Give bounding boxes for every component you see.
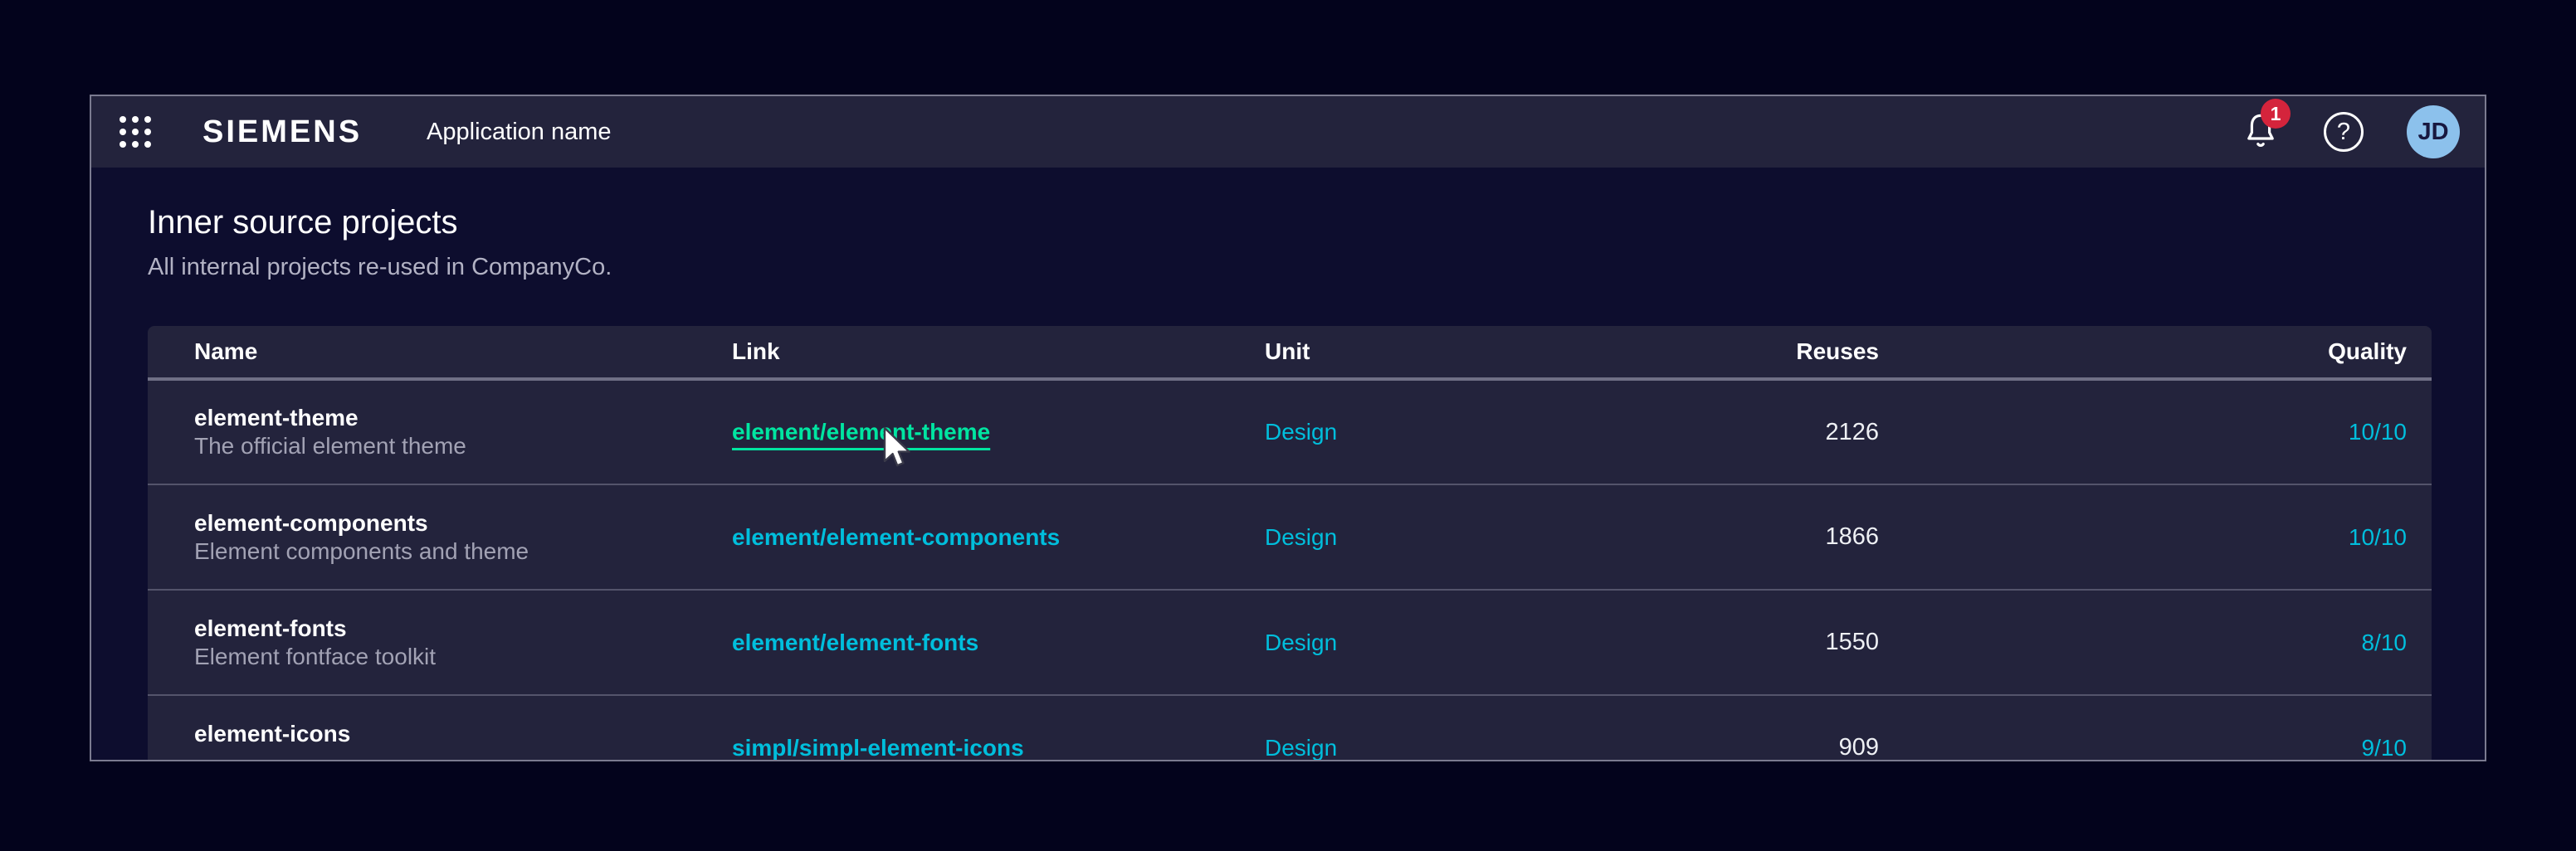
reuses-value: 909 xyxy=(1838,734,1879,761)
quality-cell: 10/10 xyxy=(1879,379,2432,485)
reuses-cell: 1866 xyxy=(1613,484,1879,591)
application-name: Application name xyxy=(427,118,612,145)
reuses-cell: 2126 xyxy=(1613,379,1879,485)
quality-value: 10/10 xyxy=(2348,419,2407,445)
table-row: element-components Element components an… xyxy=(148,484,2432,591)
unit-value: Design xyxy=(1265,419,1338,445)
column-header-link: Link xyxy=(732,326,1265,381)
reuses-value: 2126 xyxy=(1825,418,1879,445)
project-description: Element components and theme xyxy=(194,537,529,564)
app-bar: SIEMENS Application name 1 ? JD xyxy=(91,96,2485,168)
table-header-row: Name Link Unit Reuses Quality xyxy=(148,326,2432,381)
project-description: The official element theme xyxy=(194,433,466,459)
quality-cell: 10/10 xyxy=(1879,484,2432,591)
link-cell: element/element-theme xyxy=(732,379,1265,485)
app-bar-actions: 1 ? JD xyxy=(2241,99,2460,158)
link-cell: element/element-fonts xyxy=(732,590,1265,696)
project-description xyxy=(194,748,732,761)
reuses-value: 1550 xyxy=(1825,629,1879,655)
quality-value: 9/10 xyxy=(2361,734,2408,761)
project-name: element-theme xyxy=(194,405,359,430)
reuses-value: 1866 xyxy=(1825,523,1879,550)
projects-table-card: Name Link Unit Reuses Quality element-th… xyxy=(148,326,2432,761)
link-cell: simpl/simpl-element-icons xyxy=(732,695,1265,761)
unit-value: Design xyxy=(1265,523,1338,550)
name-cell: element-fonts Element fontface toolkit xyxy=(148,590,732,696)
notification-badge: 1 xyxy=(2261,99,2291,129)
project-description: Element fontface toolkit xyxy=(194,643,437,669)
project-link[interactable]: element/element-theme xyxy=(732,419,991,445)
unit-value: Design xyxy=(1265,734,1338,761)
apps-grid-icon[interactable] xyxy=(120,116,151,148)
quality-value: 10/10 xyxy=(2348,523,2407,550)
project-name: element-icons xyxy=(194,720,351,746)
page-title: Inner source projects xyxy=(148,204,458,241)
projects-table: Name Link Unit Reuses Quality element-th… xyxy=(148,326,2432,761)
help-button[interactable]: ? xyxy=(2324,112,2364,152)
name-cell: element-icons xyxy=(148,695,732,761)
question-mark-icon: ? xyxy=(2336,118,2351,145)
column-header-quality: Quality xyxy=(1879,326,2432,381)
unit-cell: Design xyxy=(1265,695,1613,761)
name-cell: element-components Element components an… xyxy=(148,484,732,591)
unit-value: Design xyxy=(1265,629,1338,655)
quality-cell: 9/10 xyxy=(1879,695,2432,761)
project-link[interactable]: element/element-fonts xyxy=(732,629,979,655)
link-cell: element/element-components xyxy=(732,484,1265,591)
name-cell: element-theme The official element theme xyxy=(148,379,732,485)
project-link[interactable]: simpl/simpl-element-icons xyxy=(732,734,1024,761)
reuses-cell: 1550 xyxy=(1613,590,1879,696)
unit-cell: Design xyxy=(1265,379,1613,485)
table-row: element-theme The official element theme… xyxy=(148,379,2432,485)
brand-logo: SIEMENS xyxy=(202,114,363,149)
project-name: element-fonts xyxy=(194,615,347,641)
project-name: element-components xyxy=(194,509,428,536)
unit-cell: Design xyxy=(1265,590,1613,696)
column-header-name: Name xyxy=(148,326,732,381)
user-avatar[interactable]: JD xyxy=(2407,105,2460,158)
table-row: element-fonts Element fontface toolkit e… xyxy=(148,590,2432,696)
page-content: Inner source projects All internal proje… xyxy=(91,204,2485,761)
reuses-cell: 909 xyxy=(1613,695,1879,761)
column-header-unit: Unit xyxy=(1265,326,1613,381)
project-link[interactable]: element/element-components xyxy=(732,523,1061,550)
table-row: element-icons simpl/simpl-element-icons … xyxy=(148,695,2432,761)
app-window: SIEMENS Application name 1 ? JD Inner so… xyxy=(90,95,2486,761)
quality-value: 8/10 xyxy=(2361,629,2408,655)
notification-bell-button[interactable]: 1 xyxy=(2241,99,2291,153)
page-subtitle: All internal projects re-used in Company… xyxy=(148,254,612,280)
unit-cell: Design xyxy=(1265,484,1613,591)
column-header-reuses: Reuses xyxy=(1613,326,1879,381)
quality-cell: 8/10 xyxy=(1879,590,2432,696)
